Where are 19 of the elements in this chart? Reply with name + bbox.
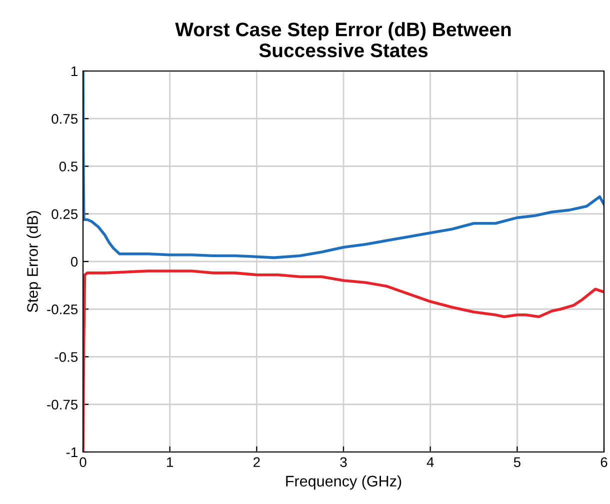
x-tick-label: 3 <box>340 457 347 468</box>
y-axis-title: Step Error (dB) <box>26 211 41 312</box>
y-tick-label: -1 <box>66 447 78 458</box>
y-tick-label: 0.75 <box>52 114 78 124</box>
x-axis-title: Frequency (GHz) <box>286 475 402 490</box>
y-tick-label: 0 <box>70 256 78 267</box>
x-tick-label: 4 <box>426 457 434 467</box>
y-tick-label: -0.5 <box>54 352 78 362</box>
y-tick-label: -0.75 <box>47 400 78 410</box>
x-tick-label: 1 <box>167 457 174 467</box>
x-tick-label: 5 <box>514 457 520 468</box>
y-tick-label: 0.25 <box>52 209 78 220</box>
x-tick-label: 2 <box>254 457 260 467</box>
x-tick-label: 0 <box>80 457 86 468</box>
y-tick-label: 1 <box>71 66 78 76</box>
x-tick-label: 6 <box>600 457 608 468</box>
chart-title: Worst Case Step Error (dB) Between Successive States <box>175 22 511 58</box>
y-tick-label: 0.5 <box>59 162 78 172</box>
y-tick-label: -0.25 <box>47 304 78 314</box>
